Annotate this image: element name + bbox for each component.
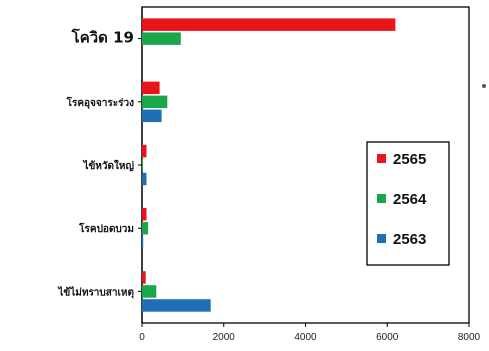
bar-2563-2 [142,172,147,186]
bar-2565-1 [142,81,160,95]
bar-2563-3 [142,236,144,249]
bar-2563-4 [142,299,211,312]
edge-mark [482,84,486,88]
x-tick-label: 2000 [213,332,236,343]
legend: 2565 2564 2563 [366,141,450,266]
chart-marks [142,18,396,312]
bar-2565-2 [142,144,147,158]
x-tick-label: 4000 [294,332,317,343]
legend-label-2563: 2563 [393,231,426,248]
bar-2564-1 [142,95,168,109]
bar-2563-1 [142,109,162,123]
legend-swatch-2565 [377,154,386,163]
bar-2565-0 [142,18,396,31]
x-tick-label: 6000 [376,332,399,343]
category-label: ไข้หวัดใหญ่ [82,159,134,172]
category-label: โรคปอดบวม [78,222,134,235]
bar-2564-3 [142,222,149,235]
bar-2565-4 [142,271,146,284]
legend-label-2565: 2565 [393,151,426,168]
legend-label-2564: 2564 [393,191,427,208]
category-label: ไข้ไม่ทราบสาเหตุ [57,285,134,298]
category-label: โรคอุจจาระร่วง [66,96,135,109]
category-labels: โควิด 19 โรคอุจจาระร่วงไข้หวัดใหญ่โรคปอดบ… [57,28,142,298]
category-label: โควิด 19 [71,28,134,47]
bar-2564-0 [142,32,181,45]
x-axis-ticks: 0 2000 4000 6000 8000 [139,323,481,343]
bar-2564-2 [142,158,143,172]
bar-2564-4 [142,285,157,298]
bar-2565-3 [142,208,147,221]
x-tick-label: 0 [139,332,145,343]
legend-swatch-2564 [377,194,386,203]
x-tick-label: 8000 [458,332,481,343]
legend-swatch-2563 [377,234,386,243]
